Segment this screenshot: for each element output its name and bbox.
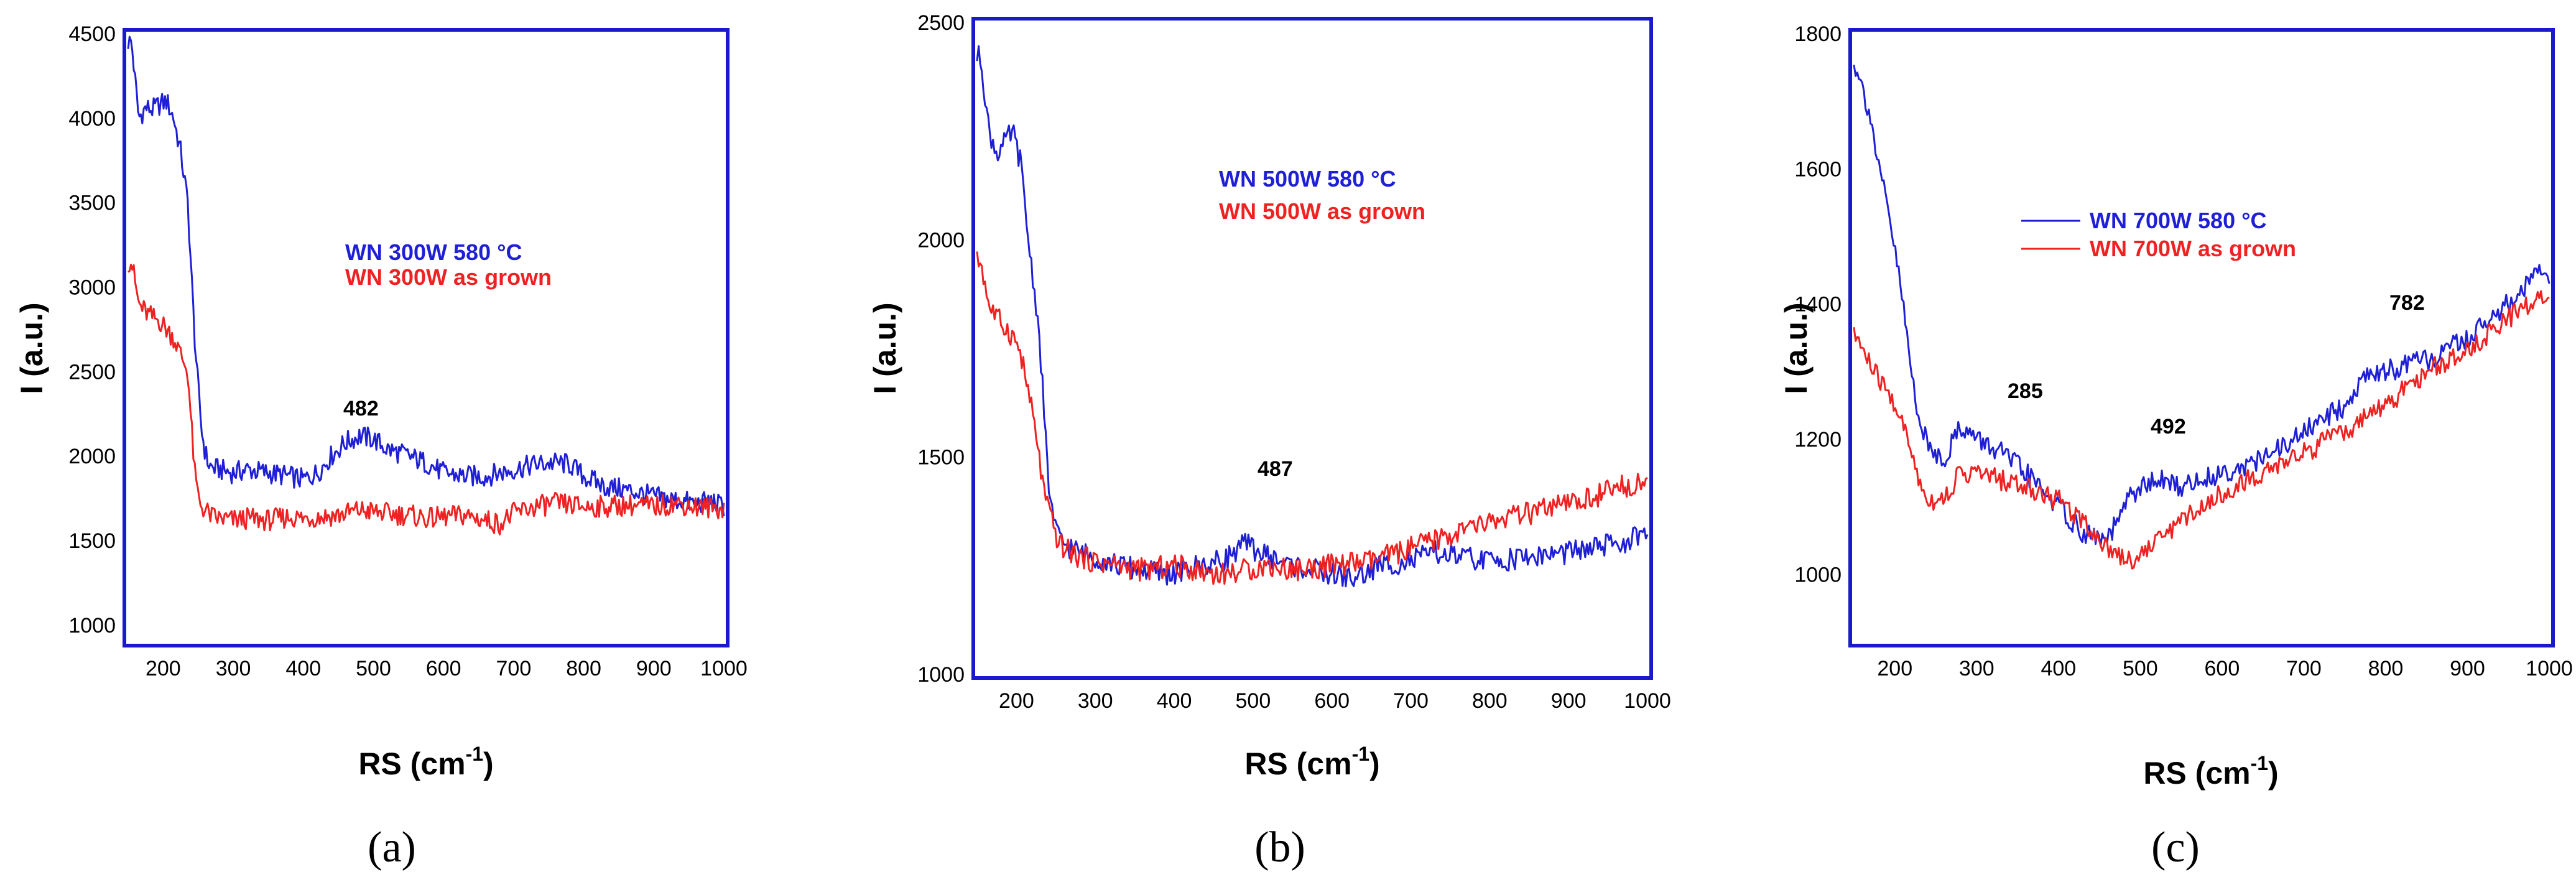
- panel-c-x-tick-1000: 1000: [2526, 657, 2573, 680]
- panel-c-x-tick-300: 300: [1959, 657, 1995, 680]
- panel-b-x-tick-900: 900: [1551, 689, 1587, 713]
- panel-a-series: [127, 35, 725, 536]
- panel-c-x-tick-400: 400: [2041, 657, 2076, 680]
- panel-c-annotation-492: 492: [2151, 415, 2186, 438]
- panel-a-y-tick-4500: 4500: [68, 22, 116, 46]
- panel-c-x-ticks: 200 300 400 500 600 700 800 900 1000: [1877, 657, 2572, 680]
- panel-a-y-tick-1000: 1000: [68, 614, 116, 638]
- panel-b-x-tick-200: 200: [999, 689, 1034, 713]
- panel-b-x-axis-label: RS (cm-1): [1244, 743, 1379, 781]
- panel-a-x-tick-500: 500: [356, 657, 391, 680]
- panel-a-y-tick-1500: 1500: [68, 529, 116, 553]
- panel-b: 200 300 400 500 600 700 800 900 1000 1000 1500 200…: [868, 11, 1671, 871]
- panel-c-x-tick-700: 700: [2286, 657, 2322, 680]
- panel-c-y-tick-1000: 1000: [1794, 563, 1842, 587]
- panel-a: 200 300 400 500 600 700 800 900 1000 1000 1500 200…: [14, 22, 748, 871]
- panel-c-y-tick-1600: 1600: [1794, 157, 1842, 181]
- panel-c-x-tick-500: 500: [2123, 657, 2158, 680]
- panel-a-legend-2: WN 300W as grown: [345, 264, 552, 290]
- panel-a-y-ticks: 1000 1500 2000 2500 3000 3500 4000 4500: [68, 22, 116, 638]
- panel-a-x-tick-300: 300: [216, 657, 251, 680]
- panel-b-x-tick-400: 400: [1157, 689, 1192, 713]
- panel-c-legend-1: WN 700W 580 °C: [2090, 208, 2266, 233]
- panel-b-x-tick-700: 700: [1393, 689, 1429, 713]
- panel-b-x-tick-800: 800: [1472, 689, 1508, 713]
- panel-a-frame: [123, 28, 730, 647]
- panel-a-x-tick-400: 400: [285, 657, 321, 680]
- panel-a-y-tick-2500: 2500: [68, 360, 116, 384]
- panel-c-y-tick-1800: 1800: [1794, 22, 1842, 46]
- panel-a-x-tick-700: 700: [496, 657, 532, 680]
- panel-b-x-tick-1000: 1000: [1624, 689, 1671, 713]
- panel-c-annotation-782: 782: [2389, 291, 2425, 315]
- panel-c-x-axis-label: RS (cm-1): [2143, 752, 2278, 791]
- panel-c-caption: (c): [2151, 824, 2200, 871]
- panel-b-legend-1: WN 500W 580 °C: [1219, 166, 1396, 192]
- panel-c-y-tick-1200: 1200: [1794, 428, 1842, 452]
- panel-b-series-1-line: [976, 45, 1649, 588]
- panel-c-legend-2: WN 700W as grown: [2090, 236, 2296, 261]
- panel-a-series-1-line: [127, 35, 725, 517]
- panel-a-x-tick-1000: 1000: [700, 657, 748, 680]
- panel-b-x-tick-500: 500: [1236, 689, 1271, 713]
- panel-c-x-tick-900: 900: [2450, 657, 2485, 680]
- panel-c-y-tick-1400: 1400: [1794, 293, 1842, 317]
- panel-c: 200 300 400 500 600 700 800 900 1000 1000 1200 140…: [1779, 22, 2573, 871]
- panel-a-y-tick-2000: 2000: [68, 445, 116, 468]
- panel-b-x-tick-300: 300: [1078, 689, 1113, 713]
- panel-b-annotation-487: 487: [1258, 457, 1293, 481]
- panel-a-caption: (a): [368, 824, 416, 871]
- panel-b-legend-2: WN 500W as grown: [1219, 198, 1425, 224]
- panel-a-y-axis-label: I (a.u.): [14, 302, 49, 394]
- panel-b-y-ticks: 1000 1500 2000 2500: [917, 11, 965, 687]
- panel-b-y-tick-1500: 1500: [917, 446, 965, 470]
- panel-c-y-axis-label: I (a.u.): [1779, 302, 1814, 394]
- panel-a-series-2-line: [127, 264, 725, 536]
- panel-c-x-tick-800: 800: [2368, 657, 2404, 680]
- panel-b-series-2-line: [976, 251, 1648, 585]
- panel-a-y-tick-3500: 3500: [68, 192, 116, 215]
- panel-c-annotation-285: 285: [2008, 379, 2043, 403]
- panel-a-x-tick-200: 200: [146, 657, 181, 680]
- panel-b-series: [976, 45, 1649, 588]
- panel-a-x-ticks: 200 300 400 500 600 700 800 900 1000: [146, 657, 748, 680]
- panel-a-annotation-482: 482: [343, 397, 379, 420]
- panel-a-x-axis-label: RS (cm-1): [358, 743, 493, 781]
- panel-b-y-axis-label: I (a.u.): [868, 302, 902, 394]
- panel-c-frame: [1848, 28, 2555, 647]
- panel-a-x-tick-800: 800: [566, 657, 601, 680]
- panel-b-caption: (b): [1254, 824, 1305, 871]
- panel-c-x-tick-600: 600: [2205, 657, 2240, 680]
- panel-a-y-tick-3000: 3000: [68, 276, 116, 300]
- panel-b-frame: [971, 17, 1653, 680]
- panel-b-x-tick-600: 600: [1314, 689, 1350, 713]
- panel-a-legend-1: WN 300W 580 °C: [345, 239, 522, 265]
- panel-a-x-tick-600: 600: [426, 657, 461, 680]
- panel-c-series-2-line: [1853, 290, 2550, 570]
- panel-c-series: [1853, 64, 2551, 570]
- panel-b-y-tick-2500: 2500: [917, 11, 965, 35]
- panel-a-y-tick-4000: 4000: [68, 107, 116, 131]
- panel-c-y-ticks: 1000 1200 1400 1600 1800: [1794, 22, 1842, 587]
- panel-c-series-1-line: [1853, 64, 2551, 547]
- panel-b-y-tick-1000: 1000: [917, 663, 965, 687]
- panel-b-x-ticks: 200 300 400 500 600 700 800 900 1000: [999, 689, 1671, 713]
- panel-a-x-tick-900: 900: [636, 657, 672, 680]
- panel-c-x-tick-200: 200: [1877, 657, 1912, 680]
- panel-b-y-tick-2000: 2000: [917, 228, 965, 252]
